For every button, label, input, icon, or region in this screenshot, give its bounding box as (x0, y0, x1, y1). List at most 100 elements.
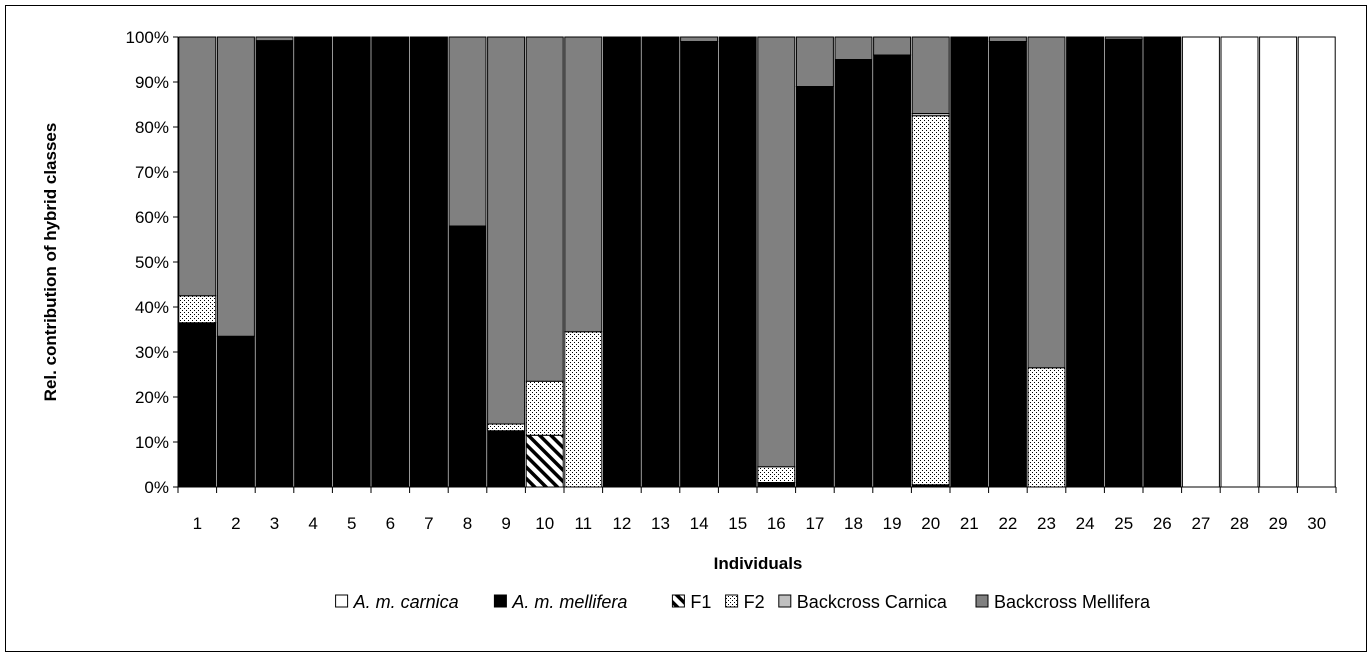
bar-segment (795, 36, 834, 87)
x-tick-label: 20 (921, 514, 940, 533)
x-tick-label: 2 (231, 514, 240, 533)
y-tick-label: 10% (135, 433, 169, 452)
bar-segment (911, 115, 950, 486)
bar-segment (332, 36, 371, 488)
bar-segment (255, 40, 294, 488)
legend: A. m. carnica A. m. mellifera F1 F2 Backcros… (335, 592, 1151, 612)
x-tick-label: 22 (998, 514, 1017, 533)
bar-segment (1104, 36, 1143, 40)
bar-segment (409, 36, 448, 488)
bar-segment (525, 36, 564, 382)
x-axis-title: Individuals (714, 554, 803, 573)
x-tick-label: 10 (535, 514, 554, 533)
bar-segment (216, 36, 255, 337)
bar-segment (564, 36, 603, 333)
bar-segment (988, 36, 1027, 42)
y-axis-title: Rel. contribution of hybrid classes (41, 123, 60, 402)
bar-segment (1027, 367, 1066, 488)
x-tick-label: 19 (883, 514, 902, 533)
bar-segment (795, 86, 834, 488)
y-tick-label: 60% (135, 208, 169, 227)
bar-segment (525, 434, 564, 488)
bar-segment (216, 335, 255, 488)
legend-swatch (778, 594, 792, 608)
bar-segment (641, 36, 680, 488)
y-tick-label: 70% (135, 163, 169, 182)
x-tick-label: 5 (347, 514, 356, 533)
x-tick-label: 28 (1230, 514, 1249, 533)
bar-segment (911, 36, 950, 114)
legend-label: A. m. carnica (353, 592, 459, 612)
x-tick-label: 13 (651, 514, 670, 533)
bar-segment (1104, 38, 1143, 488)
y-tick-label: 90% (135, 73, 169, 92)
y-tick-label: 0% (144, 478, 169, 497)
bar-segment (487, 423, 526, 432)
legend-label: Backcross Mellifera (994, 592, 1151, 612)
bar-segment (873, 36, 912, 56)
bar-segment (757, 466, 796, 483)
bar-segment (487, 430, 526, 488)
x-tick-label: 7 (424, 514, 433, 533)
x-tick-label: 8 (463, 514, 472, 533)
bar-segment (988, 41, 1027, 488)
bar-segment (178, 36, 217, 297)
x-tick-label: 16 (767, 514, 786, 533)
x-tick-label: 25 (1114, 514, 1133, 533)
legend-swatch (335, 594, 349, 608)
bar-segment (834, 59, 873, 488)
bar-segment (255, 36, 294, 42)
x-tick-label: 1 (193, 514, 202, 533)
bars-layer (178, 36, 1336, 488)
bar-segment (294, 36, 333, 488)
x-tick-label: 17 (805, 514, 824, 533)
bar-segment (1066, 36, 1105, 488)
bar-segment (757, 36, 796, 468)
x-tick-label: 9 (501, 514, 510, 533)
legend-swatch (493, 594, 507, 608)
bar-segment (718, 36, 757, 488)
x-tick-label: 4 (308, 514, 317, 533)
legend-swatch (975, 594, 989, 608)
bar-segment (487, 36, 526, 425)
legend-label: A. m. mellifera (511, 592, 627, 612)
x-tick-label: 18 (844, 514, 863, 533)
x-tick-label: 27 (1191, 514, 1210, 533)
bar-segment (950, 36, 989, 488)
bar-segment (1259, 36, 1298, 488)
x-tick-label: 29 (1269, 514, 1288, 533)
x-tick-label: 30 (1307, 514, 1326, 533)
x-tick-label: 23 (1037, 514, 1056, 533)
legend-label: F2 (744, 592, 765, 612)
legend-swatch (725, 594, 739, 608)
bar-segment (1027, 36, 1066, 369)
bar-segment (757, 482, 796, 488)
x-tick-label: 14 (690, 514, 709, 533)
x-tick-label: 3 (270, 514, 279, 533)
legend-label: Backcross Carnica (797, 592, 948, 612)
bar-segment (602, 36, 641, 488)
y-tick-label: 50% (135, 253, 169, 272)
bar-segment (178, 322, 217, 488)
x-tick-label: 12 (612, 514, 631, 533)
bar-segment (371, 36, 410, 488)
bar-segment (1143, 36, 1182, 488)
legend-swatch (671, 594, 685, 608)
bar-segment (873, 54, 912, 488)
legend-label: F1 (690, 592, 711, 612)
x-tick-label: 11 (574, 514, 592, 533)
y-tick-label: 100% (126, 28, 169, 47)
bar-segment (680, 41, 719, 488)
x-tick-label: 15 (728, 514, 747, 533)
bar-segment (1220, 36, 1259, 488)
x-tick-label: 26 (1153, 514, 1172, 533)
y-tick-label: 20% (135, 388, 169, 407)
bar-segment (1297, 36, 1336, 488)
y-tick-label: 80% (135, 118, 169, 137)
bar-segment (834, 36, 873, 60)
bar-segment (448, 36, 487, 227)
y-tick-label: 40% (135, 298, 169, 317)
bar-segment (1181, 36, 1220, 488)
axes-layer: 0%10%20%30%40%50%60%70%80%90%100%1 2 3 4 5 6 7… (126, 28, 1337, 533)
